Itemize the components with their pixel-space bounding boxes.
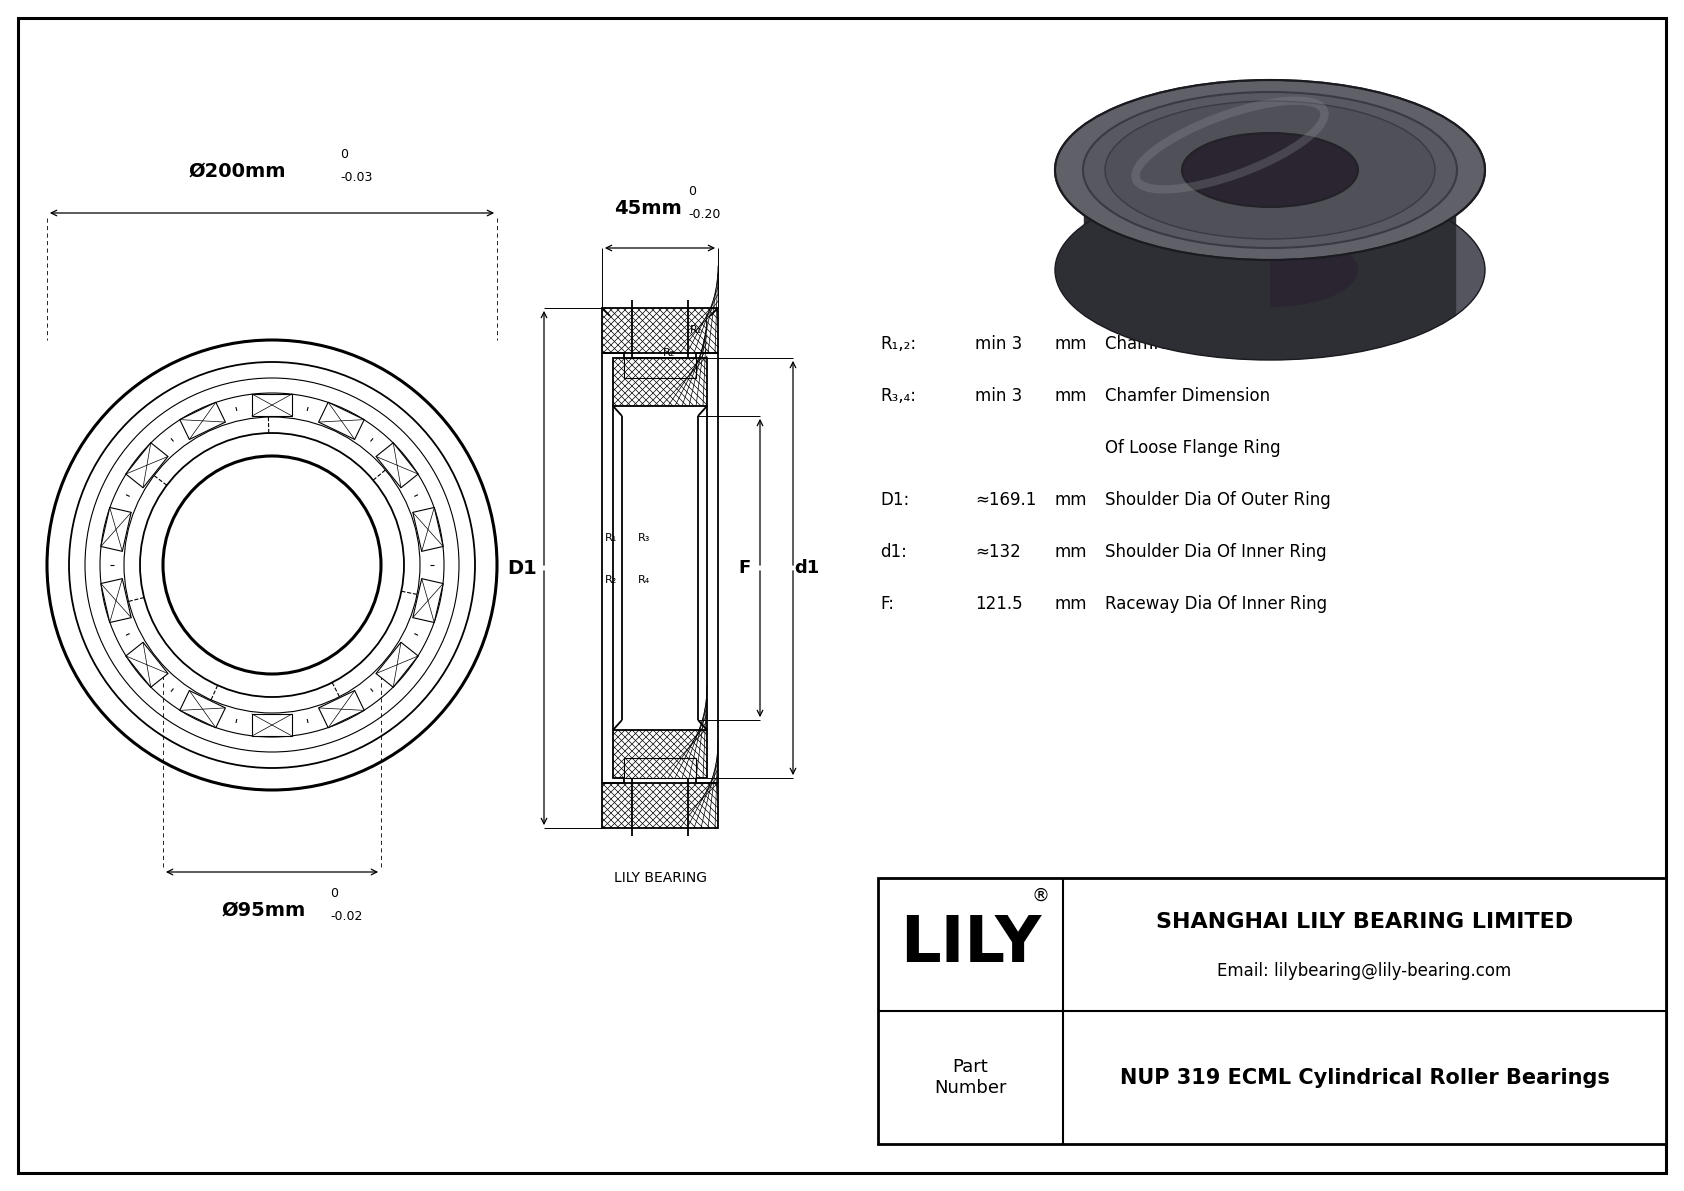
Text: 0: 0	[340, 148, 349, 161]
Text: 45mm: 45mm	[615, 199, 682, 218]
Text: Email: lilybearing@lily-bearing.com: Email: lilybearing@lily-bearing.com	[1218, 962, 1512, 980]
Text: Of Loose Flange Ring: Of Loose Flange Ring	[1105, 439, 1280, 457]
Bar	[253, 394, 291, 416]
Text: LILY BEARING: LILY BEARING	[613, 871, 707, 885]
Text: mm: mm	[1054, 543, 1088, 561]
Text: SHANGHAI LILY BEARING LIMITED: SHANGHAI LILY BEARING LIMITED	[1155, 912, 1573, 931]
Text: ®: ®	[1032, 887, 1051, 905]
Bar	[126, 443, 168, 488]
Text: Ø95mm: Ø95mm	[222, 900, 306, 919]
Polygon shape	[1270, 133, 1357, 307]
Text: D1:: D1:	[881, 491, 909, 509]
Text: R₃,₄:: R₃,₄:	[881, 387, 916, 405]
Text: R₂: R₂	[663, 348, 675, 358]
Text: R₂: R₂	[605, 575, 618, 585]
Text: d1:: d1:	[881, 543, 908, 561]
Text: mm: mm	[1054, 596, 1088, 613]
Text: Chamfer Dimension: Chamfer Dimension	[1105, 387, 1270, 405]
Text: Ø200mm: Ø200mm	[189, 162, 286, 181]
Bar	[601, 782, 717, 828]
Bar	[318, 691, 364, 728]
Ellipse shape	[1105, 101, 1435, 239]
Ellipse shape	[1182, 133, 1357, 207]
Text: D1: D1	[507, 559, 537, 578]
Bar	[625, 358, 695, 378]
Text: -0.02: -0.02	[330, 910, 362, 923]
Polygon shape	[1270, 80, 1485, 360]
Text: -0.20: -0.20	[689, 208, 721, 222]
Text: Raceway Dia Of Inner Ring: Raceway Dia Of Inner Ring	[1105, 596, 1327, 613]
Bar	[101, 579, 131, 623]
Bar	[376, 443, 418, 488]
Ellipse shape	[1054, 180, 1485, 360]
Text: -0.03: -0.03	[340, 172, 372, 183]
Text: mm: mm	[1054, 387, 1088, 405]
Text: min 3: min 3	[975, 387, 1022, 405]
Polygon shape	[1084, 216, 1457, 360]
Ellipse shape	[1083, 92, 1457, 248]
Bar	[318, 403, 364, 439]
Text: Part
Number: Part Number	[935, 1058, 1007, 1097]
Text: 121.5: 121.5	[975, 596, 1022, 613]
Text: 0: 0	[689, 185, 695, 198]
Text: R₁: R₁	[690, 325, 702, 335]
Text: R₄: R₄	[638, 575, 650, 585]
Text: ≈132: ≈132	[975, 543, 1021, 561]
Bar	[180, 691, 226, 728]
Text: mm: mm	[1054, 491, 1088, 509]
Bar	[376, 642, 418, 687]
Bar	[877, 878, 1665, 1145]
Text: R₁: R₁	[605, 534, 618, 543]
Bar	[613, 358, 707, 406]
Text: LILY: LILY	[899, 913, 1041, 975]
Bar	[613, 730, 707, 778]
Text: NUP 319 ECML Cylindrical Roller Bearings: NUP 319 ECML Cylindrical Roller Bearings	[1120, 1067, 1610, 1087]
Text: d1: d1	[795, 559, 820, 576]
Bar	[413, 579, 443, 623]
Bar	[180, 403, 226, 439]
Text: 0: 0	[330, 887, 338, 900]
Text: Shoulder Dia Of Inner Ring: Shoulder Dia Of Inner Ring	[1105, 543, 1327, 561]
Bar	[413, 507, 443, 551]
Text: Shoulder Dia Of Outer Ring: Shoulder Dia Of Outer Ring	[1105, 491, 1330, 509]
Text: ≈169.1: ≈169.1	[975, 491, 1036, 509]
Text: R₃: R₃	[638, 534, 650, 543]
Text: min 3: min 3	[975, 335, 1022, 353]
Ellipse shape	[1054, 80, 1485, 260]
Bar	[253, 713, 291, 736]
Text: Chamfer Dimension: Chamfer Dimension	[1105, 335, 1270, 353]
Text: F:: F:	[881, 596, 894, 613]
Text: R₁,₂:: R₁,₂:	[881, 335, 916, 353]
Bar	[601, 308, 717, 353]
Bar	[126, 642, 168, 687]
Bar	[101, 507, 131, 551]
Text: mm: mm	[1054, 335, 1088, 353]
Bar	[625, 757, 695, 778]
Text: F: F	[738, 559, 749, 576]
